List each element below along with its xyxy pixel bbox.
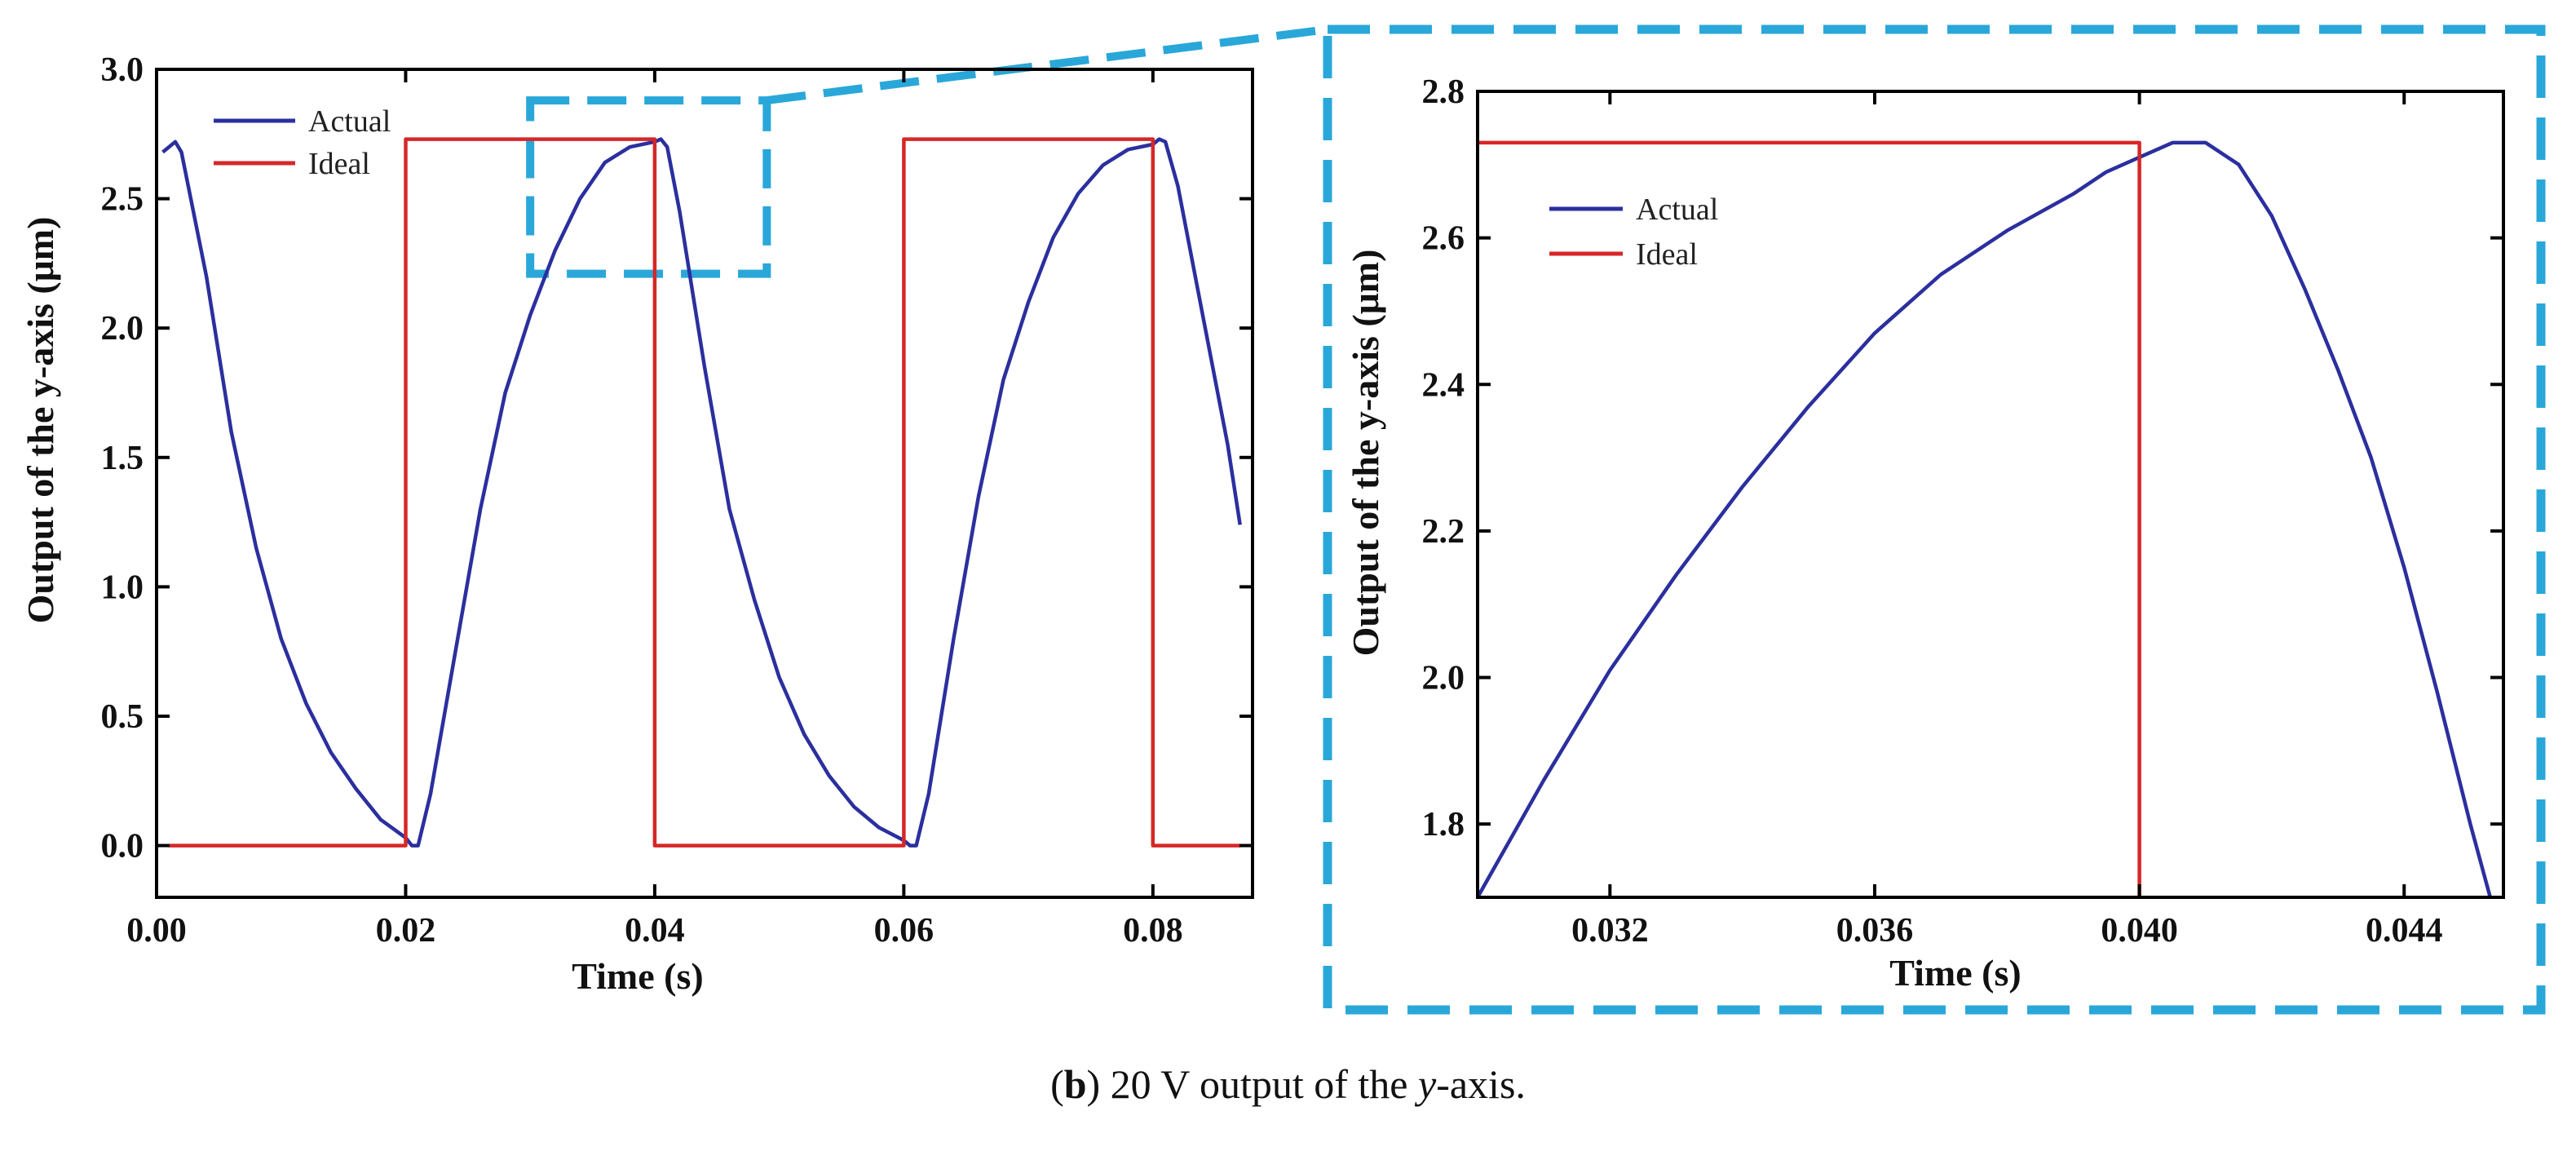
y-tick-label: 3.0 [101,51,144,89]
main-x-axis-label: Time (s) [572,955,703,997]
y-tick-label: 2.0 [1422,660,1465,697]
y-tick-label: 0.5 [101,698,144,736]
inset-y-axis-label: Output of the y-axis (μm) [1345,250,1386,657]
zoom-connector-line [766,25,1328,105]
figure-caption: (b) 20 V output of the y-axis. [0,1060,2576,1108]
zoom-highlight-box [526,96,771,278]
series-line-ideal [1478,140,2141,897]
x-tick-label: 0.032 [1571,912,1649,950]
y-tick-label: 2.5 [101,181,144,219]
plot-frame [155,68,1254,899]
series-line-actual [1478,140,2492,897]
inset-dashed-frame [1323,24,2546,1015]
x-tick-label: 0.044 [2366,912,2443,950]
x-tick-label: 0.02 [376,912,436,950]
y-tick-label: 2.0 [101,310,144,348]
x-tick-label: 0.06 [874,912,935,950]
legend-label-ideal: Ideal [1636,237,1698,272]
x-tick-label: 0.040 [2101,912,2178,950]
y-tick-label: 2.2 [1422,513,1465,551]
plot-frame [1476,90,2505,899]
x-tick-label: 0.036 [1836,912,1914,950]
caption-panel-letter: b [1063,1061,1087,1107]
y-tick-label: 1.8 [1422,806,1465,843]
legend-label-ideal: Ideal [308,147,370,181]
y-tick-label: 2.4 [1422,366,1465,404]
x-tick-label: 0.04 [625,912,685,950]
inset-chart: Output of the y-axis (μm) Time (s) Actua… [1345,73,2505,994]
caption-suffix: -axis. [1436,1061,1526,1107]
series-line-actual [161,137,1242,848]
legend-label-actual: Actual [308,104,391,139]
legend-label-actual: Actual [1636,193,1718,227]
y-tick-label: 2.8 [1422,73,1465,111]
y-tick-label: 1.5 [101,440,144,477]
y-tick-label: 1.0 [101,569,144,606]
main-chart: Output of the y-axis (μm) Time (s) Actua… [20,51,1254,997]
x-tick-label: 0.00 [126,912,187,950]
caption-open: ( [1050,1061,1064,1107]
caption-axis: y [1418,1061,1437,1107]
main-y-axis-label: Output of the y-axis (μm) [20,217,61,624]
y-tick-label: 2.6 [1422,220,1465,258]
inset-x-axis-label: Time (s) [1889,952,2021,994]
x-tick-label: 0.08 [1123,912,1183,950]
caption-text: ) 20 V output of the [1086,1061,1419,1107]
inset-legend: Actual Ideal [1549,193,1718,272]
y-tick-label: 0.0 [101,828,144,865]
zoom-layer [526,24,2546,1015]
series-line-ideal [169,137,1240,848]
main-legend: Actual Ideal [214,104,391,181]
